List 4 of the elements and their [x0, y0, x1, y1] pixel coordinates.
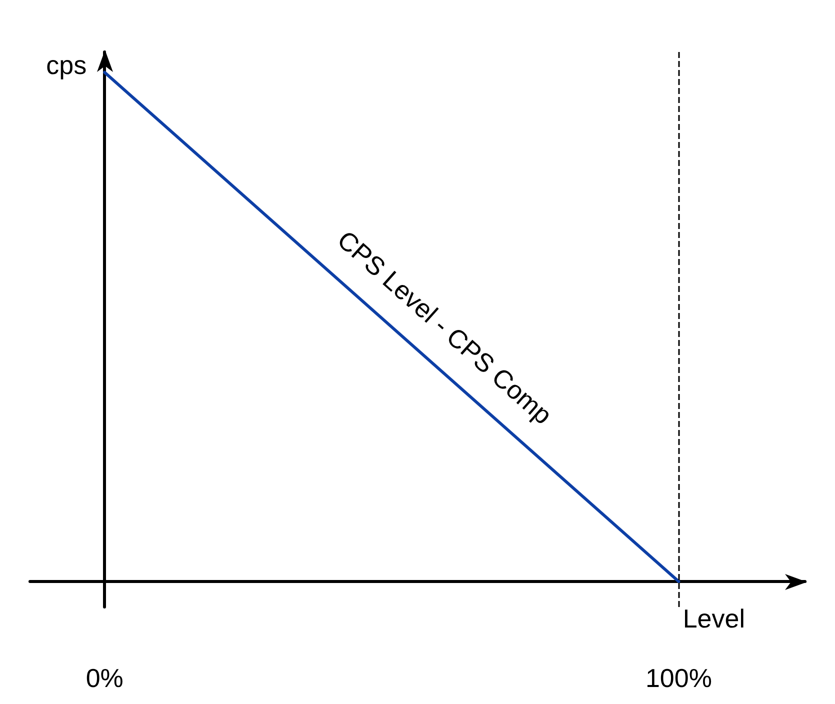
- x-axis-title: Level: [682, 604, 745, 634]
- x-tick-label: 0%: [86, 663, 124, 693]
- x-tick-label: 100%: [645, 663, 712, 693]
- y-axis-title: cps: [46, 50, 87, 80]
